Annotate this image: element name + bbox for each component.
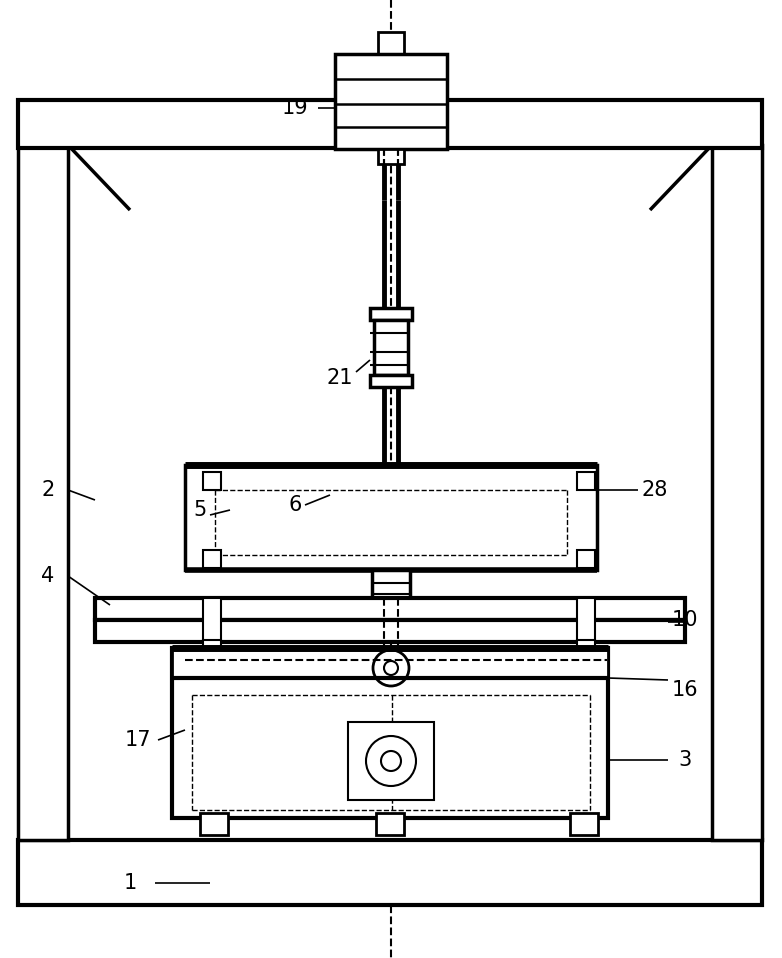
Bar: [378, 32, 404, 54]
Bar: [370, 308, 412, 320]
Bar: [18, 840, 762, 905]
Text: 2: 2: [41, 480, 55, 500]
Text: 19: 19: [282, 98, 308, 118]
Text: 5: 5: [193, 500, 206, 520]
Bar: [370, 375, 412, 387]
Bar: [18, 100, 762, 148]
Bar: [203, 640, 221, 658]
Bar: [200, 813, 228, 835]
Bar: [374, 320, 408, 375]
Bar: [172, 648, 608, 678]
Text: 6: 6: [289, 495, 302, 515]
Bar: [577, 598, 595, 642]
Text: 16: 16: [672, 680, 698, 700]
Bar: [203, 472, 221, 490]
Bar: [378, 149, 404, 164]
Bar: [172, 648, 608, 818]
Text: 17: 17: [125, 730, 151, 750]
Bar: [372, 570, 410, 598]
Text: 3: 3: [678, 750, 691, 770]
Bar: [203, 550, 221, 568]
Bar: [335, 54, 447, 149]
Bar: [570, 813, 598, 835]
Bar: [376, 813, 404, 835]
Bar: [712, 145, 762, 840]
Text: 21: 21: [327, 368, 353, 388]
Bar: [577, 472, 595, 490]
Bar: [577, 640, 595, 658]
Bar: [348, 722, 434, 800]
Bar: [95, 620, 685, 642]
Text: 10: 10: [672, 610, 698, 630]
Bar: [203, 598, 221, 642]
Bar: [18, 145, 68, 840]
Bar: [185, 465, 597, 570]
Text: 1: 1: [124, 873, 137, 893]
Bar: [95, 598, 685, 620]
Text: 28: 28: [642, 480, 668, 500]
Text: 4: 4: [41, 566, 55, 586]
Bar: [577, 550, 595, 568]
